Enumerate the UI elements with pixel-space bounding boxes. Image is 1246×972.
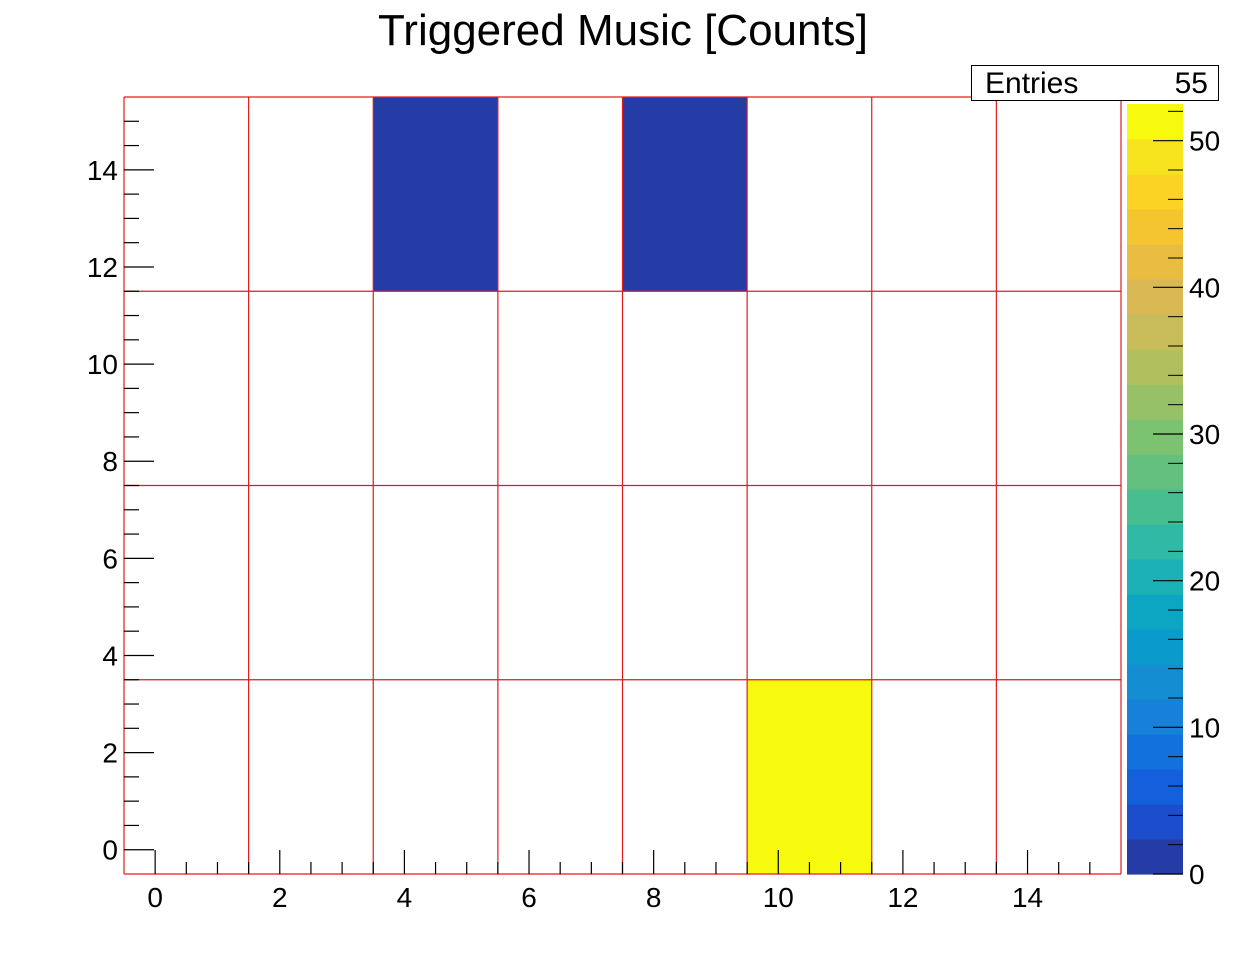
x-tick-label-0: 0: [147, 882, 163, 913]
x-tick-label-10: 10: [763, 882, 794, 913]
colorbar-label-50: 50: [1189, 126, 1220, 157]
colorbar-label-40: 40: [1189, 272, 1220, 303]
colorbar-segment-8: [1127, 559, 1183, 595]
colorbar-segment-21: [1127, 104, 1183, 140]
colorbar-segment-12: [1127, 419, 1183, 455]
colorbar-segment-14: [1127, 349, 1183, 385]
chart-title: Triggered Music [Counts]: [378, 6, 868, 55]
colorbar-segment-11: [1127, 454, 1183, 490]
heatmap-cell-0: [373, 97, 498, 292]
stats-entries-value: 55: [1174, 67, 1208, 100]
colorbar-segment-6: [1127, 629, 1183, 665]
y-tick-label-10: 10: [87, 349, 118, 380]
colorbar-segment-19: [1127, 174, 1183, 210]
y-tick-label-2: 2: [102, 738, 118, 769]
colorbar-segment-17: [1127, 244, 1183, 280]
colorbar-segment-13: [1127, 384, 1183, 420]
stats-box: Entries 55: [971, 65, 1219, 101]
colorbar-segment-5: [1127, 664, 1183, 700]
heatmap-cell-2: [747, 679, 872, 874]
y-tick-label-12: 12: [87, 252, 118, 283]
y-tick-label-6: 6: [102, 543, 118, 574]
y-tick-label-4: 4: [102, 640, 118, 671]
colorbar-segment-9: [1127, 524, 1183, 560]
y-tick-label-8: 8: [102, 446, 118, 477]
colorbar-segment-10: [1127, 489, 1183, 525]
colorbar-segment-16: [1127, 279, 1183, 315]
x-tick-label-4: 4: [397, 882, 413, 913]
colorbar-segment-15: [1127, 314, 1183, 350]
x-tick-label-6: 6: [521, 882, 537, 913]
colorbar-label-10: 10: [1189, 712, 1220, 743]
colorbar-segment-3: [1127, 734, 1183, 770]
stats-entries-label: Entries: [985, 67, 1079, 100]
heatmap-cell-1: [622, 97, 748, 292]
colorbar-label-0: 0: [1189, 859, 1205, 890]
x-tick-label-2: 2: [272, 882, 288, 913]
x-tick-label-8: 8: [646, 882, 662, 913]
colorbar-segment-1: [1127, 804, 1183, 840]
x-tick-label-12: 12: [887, 882, 918, 913]
x-tick-label-14: 14: [1012, 882, 1043, 913]
colorbar-label-20: 20: [1189, 566, 1220, 597]
y-tick-label-14: 14: [87, 155, 118, 186]
colorbar-segment-2: [1127, 769, 1183, 805]
y-tick-label-0: 0: [102, 835, 118, 866]
colorbar-segment-4: [1127, 699, 1183, 735]
colorbar-label-30: 30: [1189, 419, 1220, 450]
colorbar-segment-7: [1127, 594, 1183, 630]
colorbar-segment-20: [1127, 139, 1183, 175]
colorbar-segment-18: [1127, 209, 1183, 245]
